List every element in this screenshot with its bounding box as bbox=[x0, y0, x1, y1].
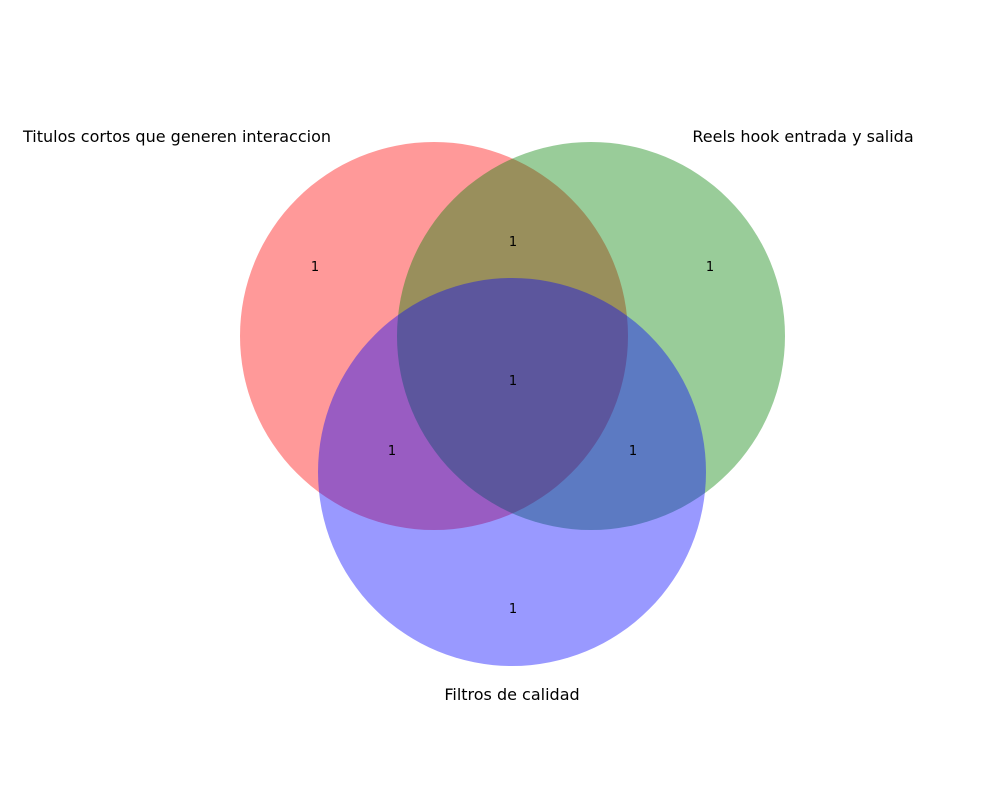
region-count-reels-filtros: 1 bbox=[629, 444, 637, 459]
region-count-titulos-filtros: 1 bbox=[388, 444, 396, 459]
set-label-filtros: Filtros de calidad bbox=[444, 685, 579, 704]
region-count-titulos-only: 1 bbox=[311, 260, 319, 275]
set-circle-reels bbox=[397, 142, 785, 530]
region-count-all-three: 1 bbox=[509, 374, 517, 389]
set-labels: Titulos cortos que generen interaccion R… bbox=[22, 127, 914, 704]
set-circle-titulos bbox=[240, 142, 628, 530]
set-label-titulos: Titulos cortos que generen interaccion bbox=[22, 127, 331, 146]
region-count-reels-only: 1 bbox=[706, 260, 714, 275]
set-circles bbox=[240, 142, 785, 666]
region-counts: 1 1 1 1 1 1 1 bbox=[311, 235, 714, 617]
set-label-reels: Reels hook entrada y salida bbox=[692, 127, 913, 146]
set-circle-filtros bbox=[318, 278, 706, 666]
region-count-titulos-reels: 1 bbox=[509, 235, 517, 250]
region-count-filtros-only: 1 bbox=[509, 602, 517, 617]
